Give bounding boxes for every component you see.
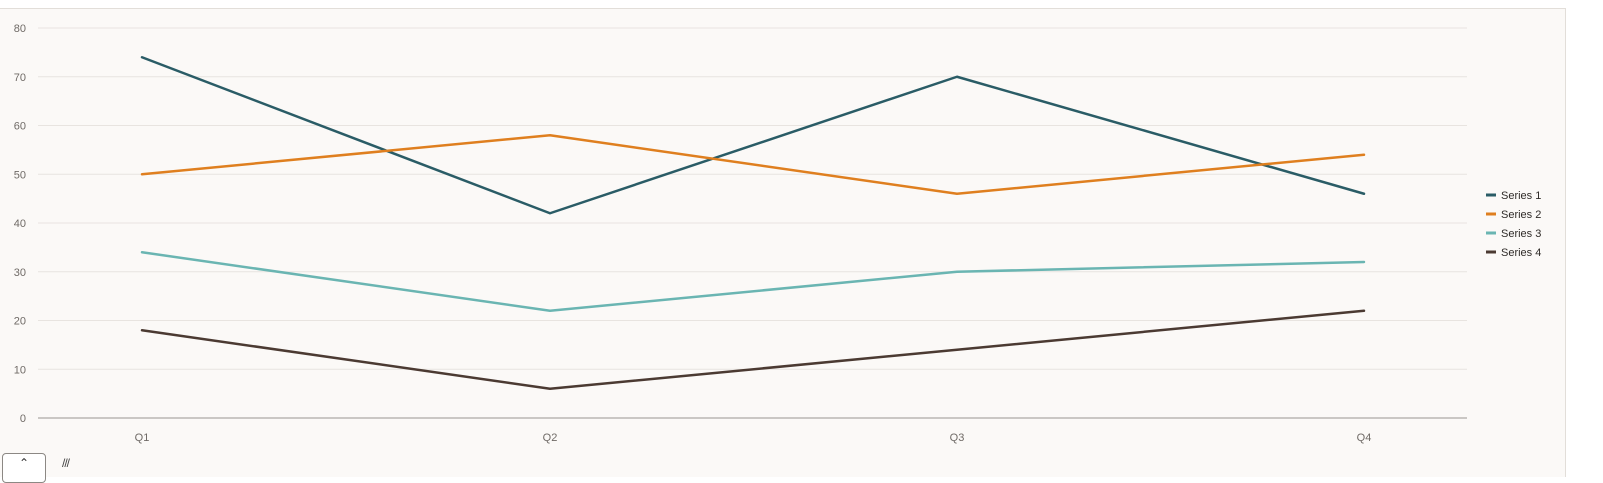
- y-tick-label: 40: [14, 218, 26, 230]
- legend-label: Series 4: [1501, 247, 1541, 259]
- y-tick-label: 50: [14, 169, 26, 181]
- legend-label: Series 3: [1501, 228, 1541, 240]
- scrollbar-track[interactable]: [1566, 0, 1603, 477]
- x-tick-label: Q2: [543, 432, 558, 444]
- legend-item-series-4[interactable]: Series 4: [1486, 247, 1541, 259]
- y-tick-label: 0: [20, 413, 26, 425]
- collapse-button[interactable]: ⌃: [2, 453, 46, 483]
- series-line-4[interactable]: [140, 309, 1366, 390]
- y-tick-label: 30: [14, 267, 26, 279]
- y-tick-label: 10: [14, 364, 26, 376]
- y-tick-label: 20: [14, 316, 26, 328]
- chevron-up-icon: ⌃: [19, 456, 30, 470]
- gridlines: [38, 27, 1467, 370]
- y-tick-label: 80: [14, 23, 26, 35]
- chart-panel: [0, 8, 1566, 477]
- legend-item-series-3[interactable]: Series 3: [1486, 228, 1541, 240]
- y-tick-label: 70: [14, 72, 26, 84]
- series-line-3[interactable]: [140, 251, 1366, 312]
- x-tick-label: Q1: [135, 432, 150, 444]
- series-line-2[interactable]: [140, 134, 1366, 195]
- x-tick-label: Q4: [1357, 432, 1372, 444]
- series-lines: [140, 56, 1366, 390]
- legend-label: Series 1: [1501, 190, 1541, 202]
- legend-item-series-1[interactable]: Series 1: [1486, 190, 1541, 202]
- x-tick-label: Q3: [950, 432, 965, 444]
- legend: Series 1 Series 2 Series 3 Series 4: [1486, 190, 1541, 259]
- y-tick-label: 60: [14, 121, 26, 133]
- axes: 0 10 20 30 40 50 60 70 80 Q1 Q2 Q3 Q4: [14, 23, 1467, 444]
- series-line-1[interactable]: [140, 56, 1366, 215]
- legend-item-series-2[interactable]: Series 2: [1486, 209, 1541, 221]
- resize-grip-icon: ///: [62, 456, 70, 470]
- legend-label: Series 2: [1501, 209, 1541, 221]
